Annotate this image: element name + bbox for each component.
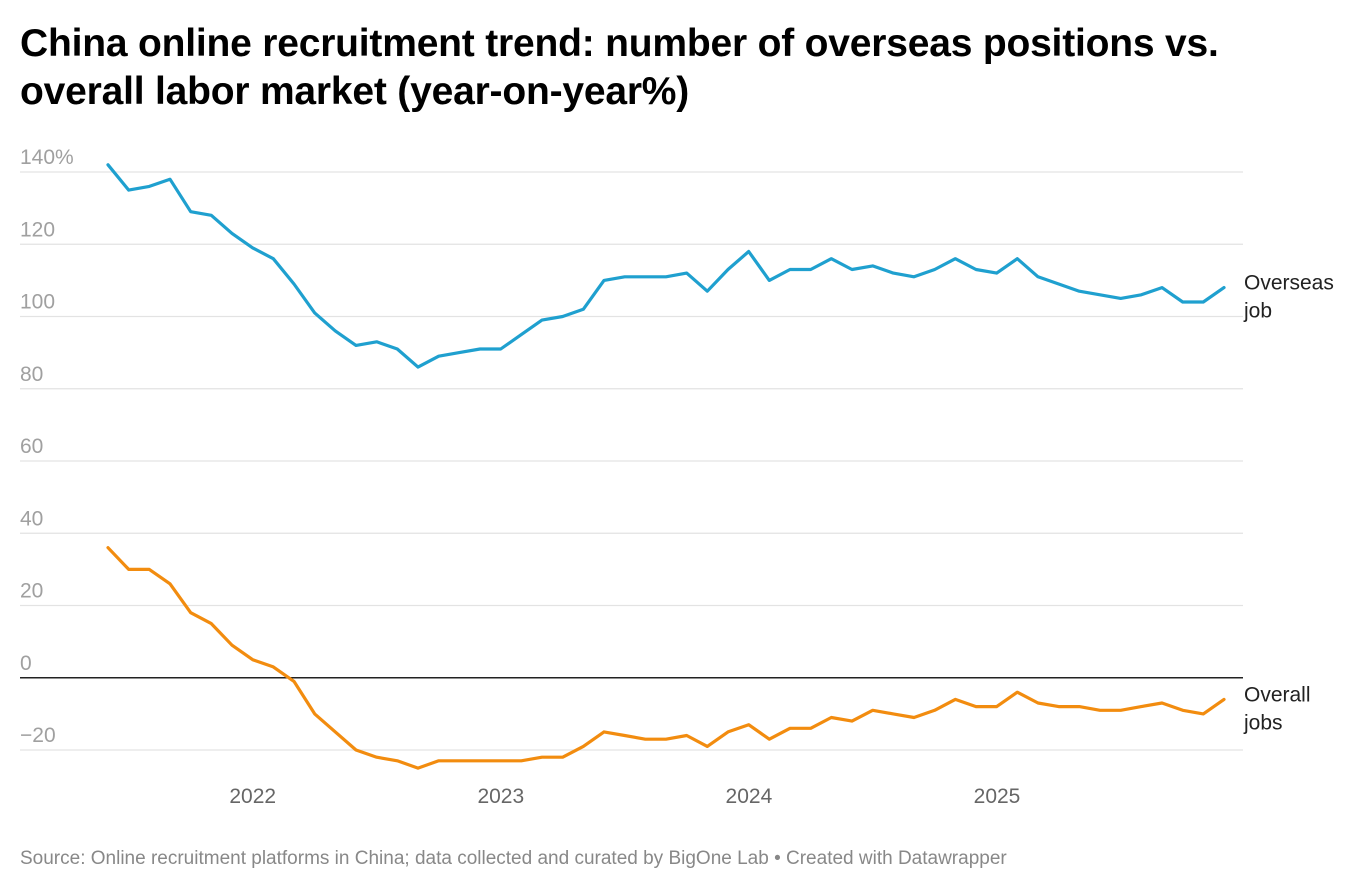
- chart-title: China online recruitment trend: number o…: [20, 22, 1219, 113]
- y-tick-label: 60: [20, 435, 43, 458]
- series-label: Overall: [1244, 683, 1311, 706]
- gridlines: [20, 171, 1243, 751]
- y-tick-label: 120: [20, 218, 55, 241]
- y-axis-labels: 140% 120 100 80 60 40 20 0 −20: [20, 146, 74, 747]
- source-note: Source: Online recruitment platforms in …: [20, 848, 1007, 869]
- y-tick-label: 0: [20, 652, 32, 675]
- series-line-overall: [106, 546, 1226, 770]
- y-tick-label: 100: [20, 291, 55, 314]
- series-line-overseas: [106, 163, 1226, 369]
- y-tick-label: 140%: [20, 146, 74, 169]
- y-tick-label: 40: [20, 507, 43, 530]
- x-tick-label: 2022: [229, 785, 276, 808]
- y-tick-label: 20: [20, 580, 43, 603]
- series-label: job: [1243, 300, 1272, 323]
- series-label: Overseas: [1244, 272, 1334, 295]
- x-axis-labels: 2022 2023 2024 2025: [229, 785, 1020, 808]
- x-tick-label: 2023: [477, 785, 524, 808]
- series-lines: [106, 163, 1226, 770]
- series-labels: Overseas job Overall jobs: [1243, 272, 1334, 735]
- y-tick-label: −20: [20, 724, 56, 747]
- x-tick-label: 2025: [974, 785, 1021, 808]
- x-tick-label: 2024: [726, 785, 773, 808]
- y-tick-label: 80: [20, 363, 43, 386]
- series-label: jobs: [1243, 711, 1283, 734]
